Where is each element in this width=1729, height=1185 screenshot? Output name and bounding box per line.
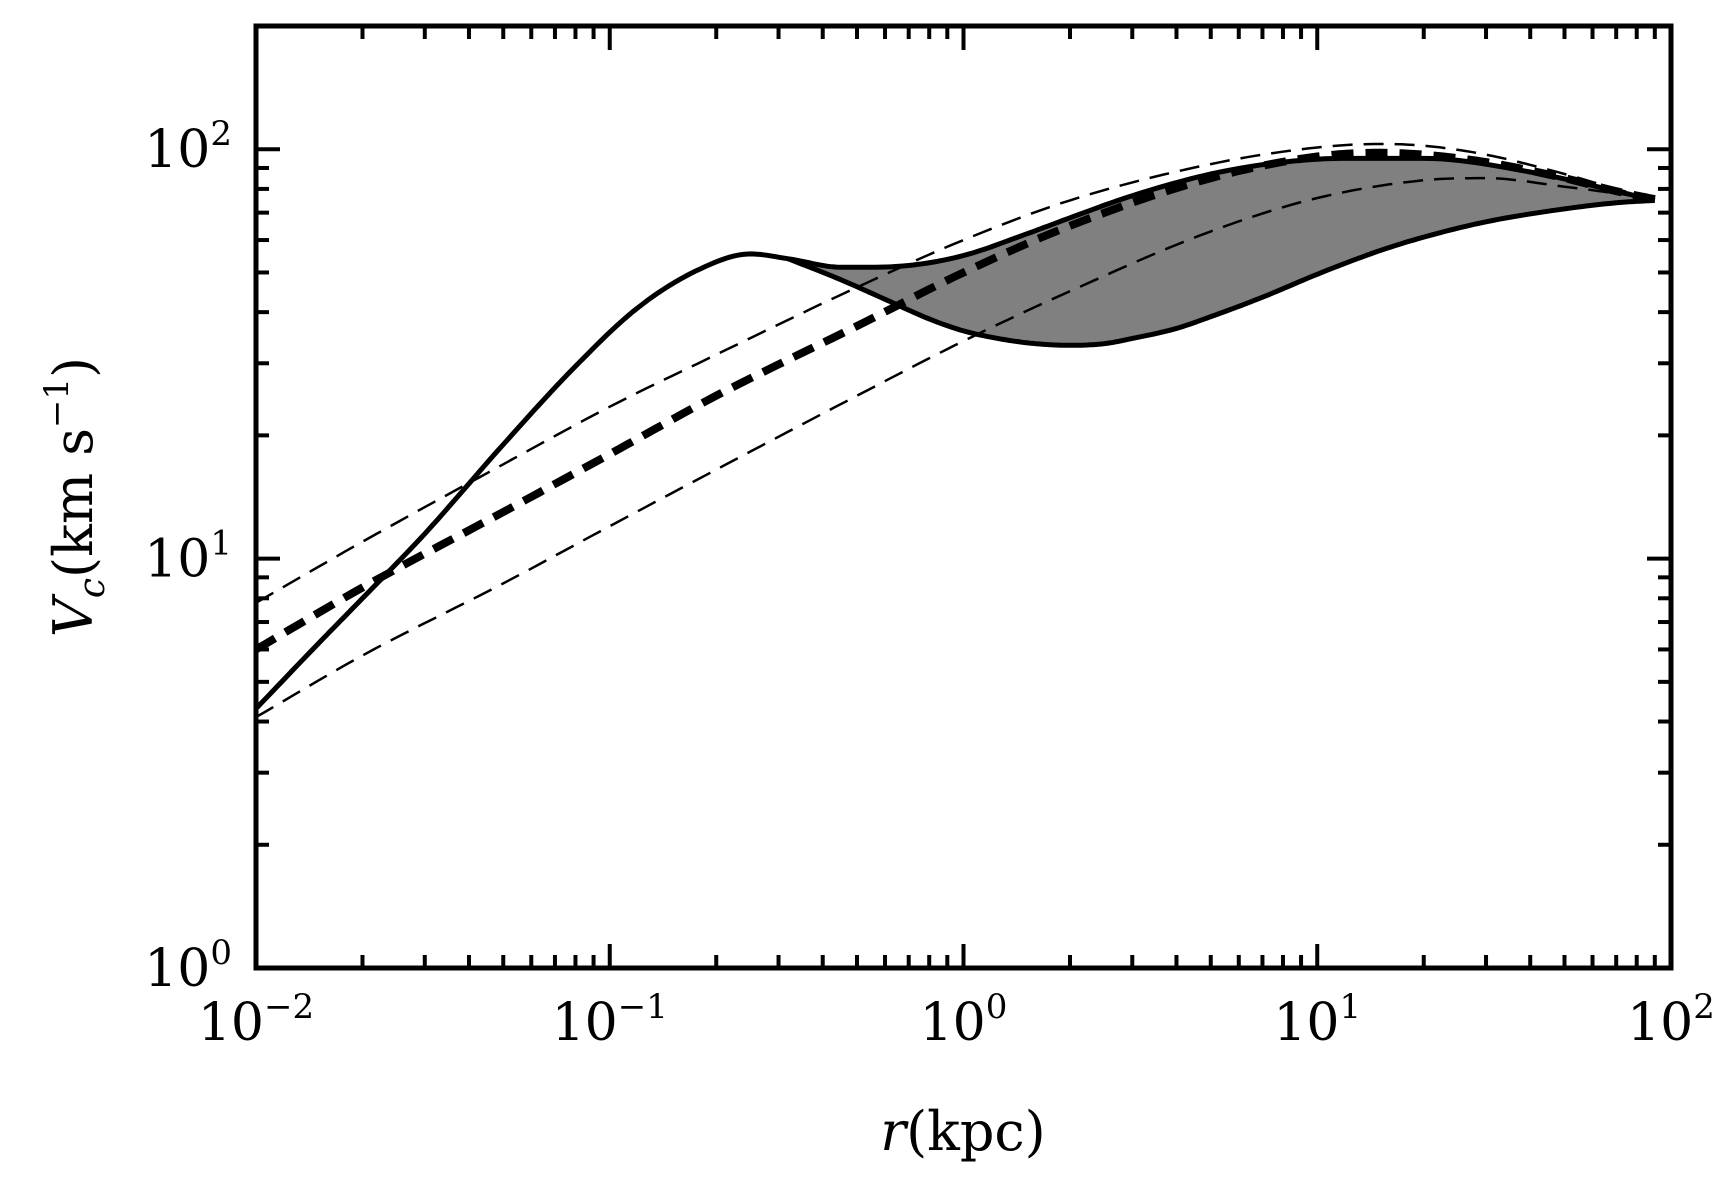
series-line-total-lower <box>787 197 1655 348</box>
shaded-region <box>788 158 1655 346</box>
x-axis-label-unit: (kpc) <box>906 1100 1046 1163</box>
x-axis-label: r(kpc) <box>880 1100 1046 1163</box>
x-tick-label: 101 <box>1273 987 1361 1053</box>
y-axis-label-unit-open: (km s <box>42 428 105 578</box>
y-tick-label: 101 <box>144 524 232 590</box>
y-axis-label-unit-exp: −1 <box>37 378 77 428</box>
y-axis-label-main: V <box>42 593 105 637</box>
y-tick-label: 100 <box>144 933 232 999</box>
series-line-total-upper <box>254 155 1656 711</box>
series-line-halo-lower <box>255 176 1655 719</box>
y-axis-label-sub: c <box>72 578 113 598</box>
x-tick-label: 10−2 <box>198 987 314 1053</box>
y-tick-label: 102 <box>144 114 232 180</box>
plot-frame <box>253 23 1674 971</box>
x-tick-label: 100 <box>920 987 1008 1053</box>
y-axis-label-unit-close: ) <box>42 357 105 378</box>
x-tick-label: 10−1 <box>552 987 668 1053</box>
y-axis-label: Vc(km s−1) <box>37 357 113 637</box>
x-tick-label: 102 <box>1627 987 1715 1053</box>
x-axis-label-main: r <box>880 1100 909 1163</box>
series-line-halo-mid <box>254 148 1656 653</box>
series-line-halo-upper <box>255 142 1656 604</box>
